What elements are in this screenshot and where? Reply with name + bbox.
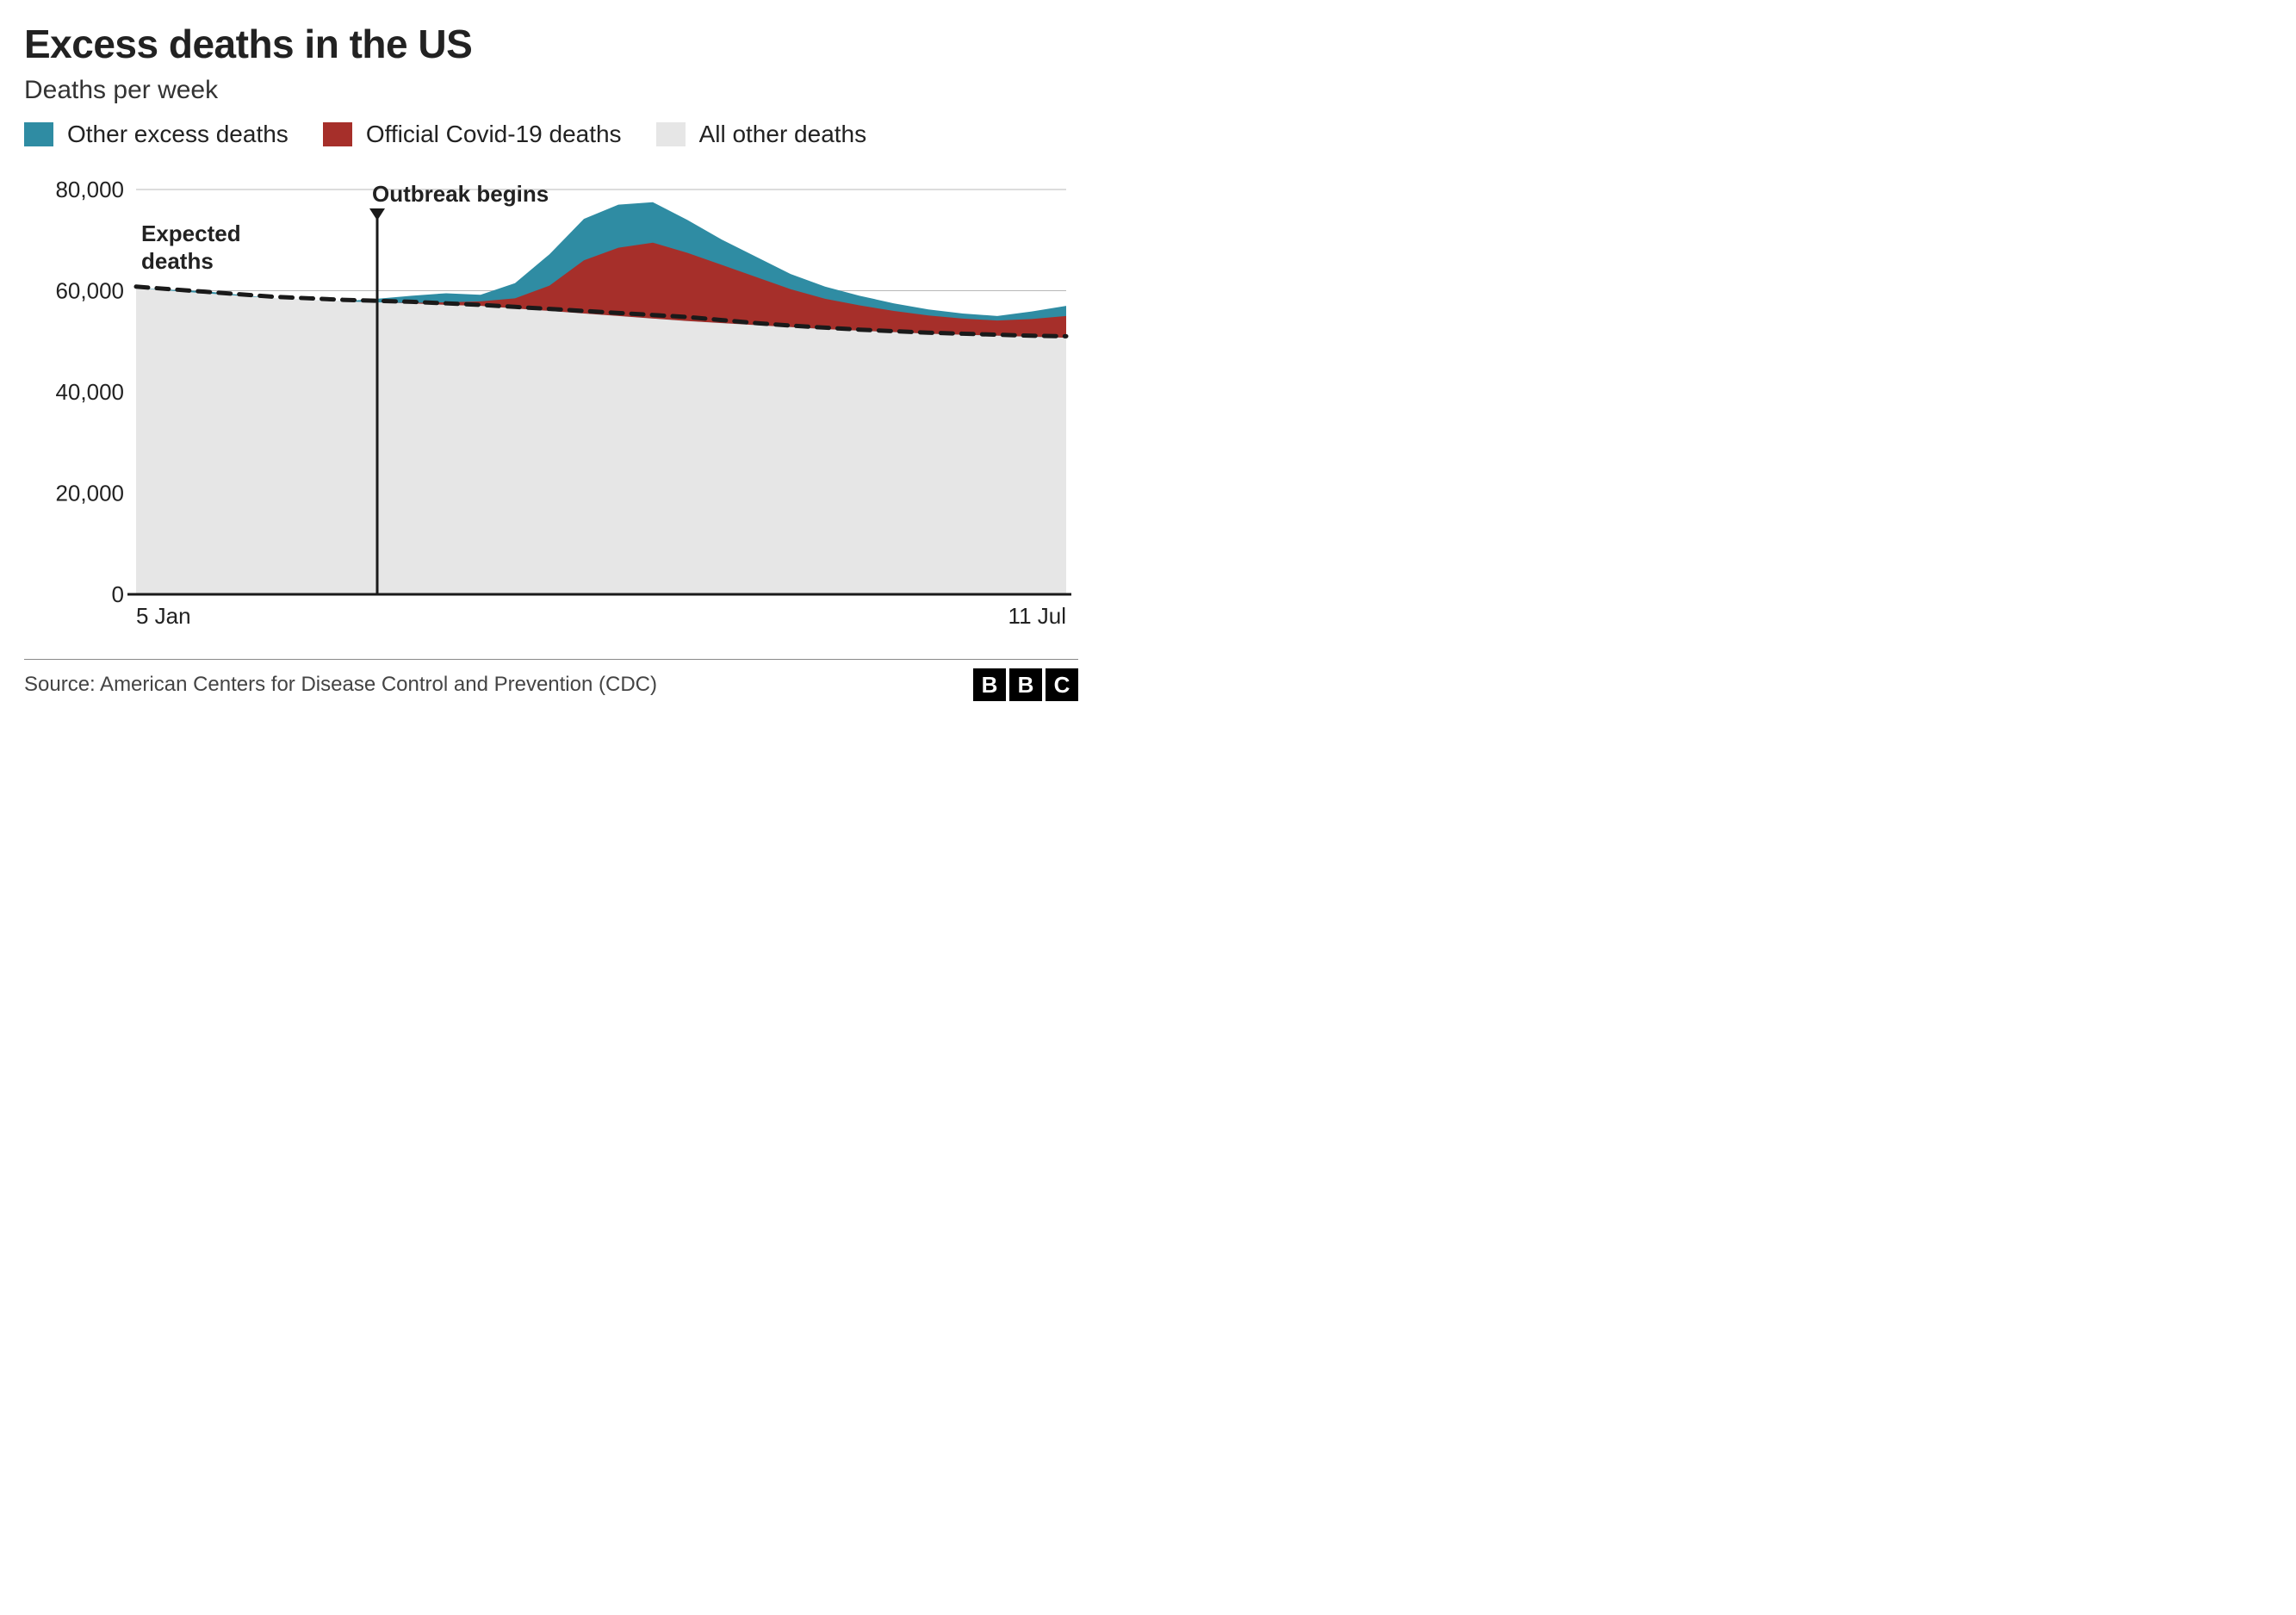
legend-label-other-excess: Other excess deaths bbox=[67, 121, 289, 148]
chart-svg: 0 20,000 40,000 60,000 80,000 5 Jan 11 Jul Expe… bbox=[24, 164, 1078, 646]
bbc-logo-letter: B bbox=[1009, 668, 1042, 701]
chart-subtitle: Deaths per week bbox=[24, 76, 1078, 105]
legend-item-other-excess: Other excess deaths bbox=[24, 121, 289, 148]
legend: Other excess deaths Official Covid-19 de… bbox=[24, 121, 1078, 148]
svg-text:Outbreak begins: Outbreak begins bbox=[372, 181, 549, 207]
source-row: Source: American Centers for Disease Con… bbox=[24, 659, 1078, 701]
swatch-covid bbox=[323, 122, 352, 146]
legend-label-all-other: All other deaths bbox=[699, 121, 867, 148]
svg-text:0: 0 bbox=[112, 581, 124, 607]
swatch-other-excess bbox=[24, 122, 53, 146]
source-text: Source: American Centers for Disease Con… bbox=[24, 673, 657, 697]
swatch-all-other bbox=[656, 122, 686, 146]
chart-title: Excess deaths in the US bbox=[24, 21, 1078, 67]
svg-text:Expected: Expected bbox=[141, 221, 241, 246]
legend-item-all-other: All other deaths bbox=[656, 121, 867, 148]
legend-label-covid: Official Covid-19 deaths bbox=[366, 121, 622, 148]
svg-text:40,000: 40,000 bbox=[55, 379, 124, 405]
svg-text:11 Jul: 11 Jul bbox=[1008, 603, 1066, 629]
svg-text:60,000: 60,000 bbox=[55, 278, 124, 304]
plot-area: 0 20,000 40,000 60,000 80,000 5 Jan 11 Jul Expe… bbox=[24, 164, 1078, 650]
bbc-logo-letter: B bbox=[973, 668, 1006, 701]
bbc-logo-letter: C bbox=[1046, 668, 1078, 701]
chart-container: Excess deaths in the US Deaths per week … bbox=[0, 0, 1102, 775]
svg-text:deaths: deaths bbox=[141, 248, 214, 274]
bbc-logo: B B C bbox=[973, 668, 1078, 701]
legend-item-covid: Official Covid-19 deaths bbox=[323, 121, 622, 148]
svg-text:80,000: 80,000 bbox=[55, 177, 124, 202]
svg-text:20,000: 20,000 bbox=[55, 481, 124, 506]
svg-text:5 Jan: 5 Jan bbox=[136, 603, 191, 629]
